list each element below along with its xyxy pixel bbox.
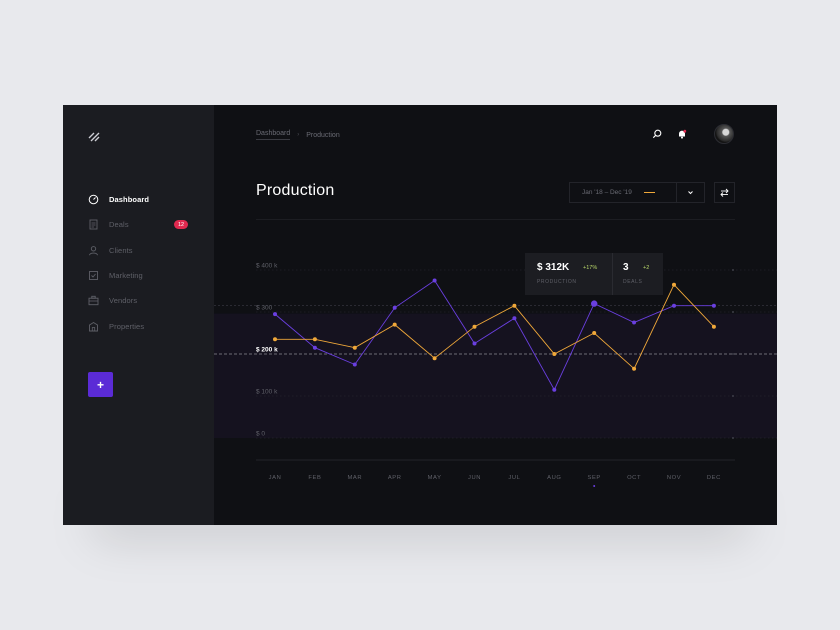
x-axis-tick-label: JAN: [269, 475, 282, 481]
app-window: Dashboard Deals 12 Clients Marketing: [63, 105, 777, 525]
user-avatar[interactable]: [714, 124, 734, 144]
user-icon: [88, 245, 99, 256]
swap-button[interactable]: [714, 182, 735, 203]
sidebar-item-label: Deals: [109, 220, 129, 230]
data-point: [711, 303, 716, 308]
add-button[interactable]: +: [88, 372, 113, 397]
page-title: Production: [256, 182, 335, 199]
tooltip-production-value: $ 312K: [537, 262, 570, 273]
series-line: [274, 279, 714, 391]
sidebar-item-properties[interactable]: Properties: [88, 313, 198, 338]
date-range-label: Jan '18 – Dec '19: [582, 189, 632, 196]
x-axis-tick-label: JUN: [468, 475, 481, 481]
sidebar-item-label: Vendors: [109, 296, 138, 306]
dashboard-icon: [88, 194, 99, 205]
sidebar-item-label: Properties: [109, 321, 145, 331]
data-point: [312, 345, 317, 350]
y-axis-tick-label: $ 400 k: [256, 263, 278, 270]
logo-icon[interactable]: [88, 130, 100, 142]
data-point: [432, 278, 437, 283]
date-range-filter[interactable]: Jan '18 – Dec '19: [569, 182, 705, 203]
breadcrumb: Dashboard › Production: [256, 130, 340, 140]
data-point: [392, 322, 397, 327]
data-point: [273, 337, 277, 342]
data-point: [312, 337, 317, 342]
data-point: [672, 303, 676, 308]
sidebar: Dashboard Deals 12 Clients Marketing: [63, 105, 214, 525]
data-point: [352, 362, 357, 367]
gridline-end-dot: [732, 437, 734, 439]
deals-count-badge: 12: [174, 220, 188, 230]
search-icon[interactable]: [652, 129, 662, 139]
tooltip-divider: [612, 253, 613, 295]
breadcrumb-dashboard-link[interactable]: Dashboard: [256, 130, 291, 140]
tooltip-production-label: PRODUCTION: [537, 279, 577, 285]
x-axis-tick-label: OCT: [627, 475, 641, 481]
x-axis-tick-label: AUG: [547, 475, 561, 481]
chevron-down-icon[interactable]: [686, 188, 695, 197]
x-axis-tick-label: MAR: [347, 475, 362, 481]
tooltip-deals-change: +2: [643, 265, 650, 271]
header-divider: [256, 219, 735, 220]
tooltip-deals-label: DEALS: [623, 279, 643, 285]
gridline-end-dot: [732, 395, 734, 397]
data-point: [591, 300, 598, 307]
check-square-icon: [88, 270, 99, 281]
tooltip-deals-value: 3: [623, 262, 629, 273]
data-point: [472, 341, 477, 346]
series-color-indicator: [643, 191, 655, 194]
tooltip-production-change: +17%: [583, 265, 598, 271]
data-point: [672, 282, 676, 287]
data-point: [632, 320, 637, 325]
data-point: [632, 366, 637, 371]
sidebar-item-deals[interactable]: Deals 12: [88, 212, 198, 237]
data-point: [711, 324, 716, 329]
x-axis-tick-label: MAY: [428, 475, 442, 481]
data-point: [472, 324, 477, 329]
breadcrumb-separator: ›: [297, 132, 300, 138]
chart-tooltip: $ 312K +17% PRODUCTION 3 +2 DEALS: [525, 253, 663, 295]
data-point: [352, 345, 357, 350]
y-axis-tick-label: $ 0: [256, 431, 265, 438]
data-point: [392, 305, 397, 310]
x-axis-tick-label: DEC: [707, 475, 721, 481]
x-axis-tick-label: APR: [388, 475, 402, 481]
data-point: [552, 387, 557, 392]
sidebar-nav: Dashboard Deals 12 Clients Marketing: [88, 187, 198, 339]
filter-divider: [676, 183, 677, 202]
y-axis-tick-label: $ 200 k: [256, 347, 278, 354]
sidebar-item-label: Marketing: [109, 271, 143, 281]
sidebar-item-marketing[interactable]: Marketing: [88, 263, 198, 288]
data-point: [432, 356, 437, 361]
building-icon: [88, 321, 99, 332]
data-point: [273, 312, 277, 317]
plot-area-band: [214, 313, 777, 438]
y-axis-tick-label: $ 100 k: [256, 389, 278, 396]
breadcrumb-current: Production: [306, 131, 340, 139]
sidebar-item-label: Dashboard: [109, 195, 150, 205]
x-axis-tick-label: JUL: [508, 475, 520, 481]
series-line: [275, 283, 715, 370]
gridline-end-dot: [732, 353, 734, 355]
selected-month-dot: [593, 485, 596, 487]
x-axis-tick-label: SEP: [587, 475, 600, 481]
gridline-end-dot: [732, 269, 734, 271]
y-axis-tick-label: $ 300: [256, 305, 273, 312]
production-line-chart: $ 0 $ 100 k $ 200 k $ 300 $ 400 k JAN FEB MAR AP…: [214, 263, 777, 487]
sidebar-item-clients[interactable]: Clients: [88, 238, 198, 263]
briefcase-icon: [88, 295, 99, 306]
sidebar-item-vendors[interactable]: Vendors: [88, 288, 198, 313]
swap-arrows-icon: [720, 188, 729, 197]
gridline-end-dot: [732, 311, 734, 313]
data-point: [512, 303, 517, 308]
sidebar-item-label: Clients: [109, 245, 133, 255]
document-icon: [88, 219, 99, 230]
notification-bell-icon[interactable]: [677, 129, 687, 139]
data-point: [512, 316, 517, 321]
x-axis-tick-label: NOV: [667, 475, 681, 481]
data-point: [592, 331, 597, 335]
sidebar-item-dashboard[interactable]: Dashboard: [88, 187, 198, 212]
data-point: [552, 352, 557, 356]
x-axis-tick-label: FEB: [308, 475, 321, 481]
